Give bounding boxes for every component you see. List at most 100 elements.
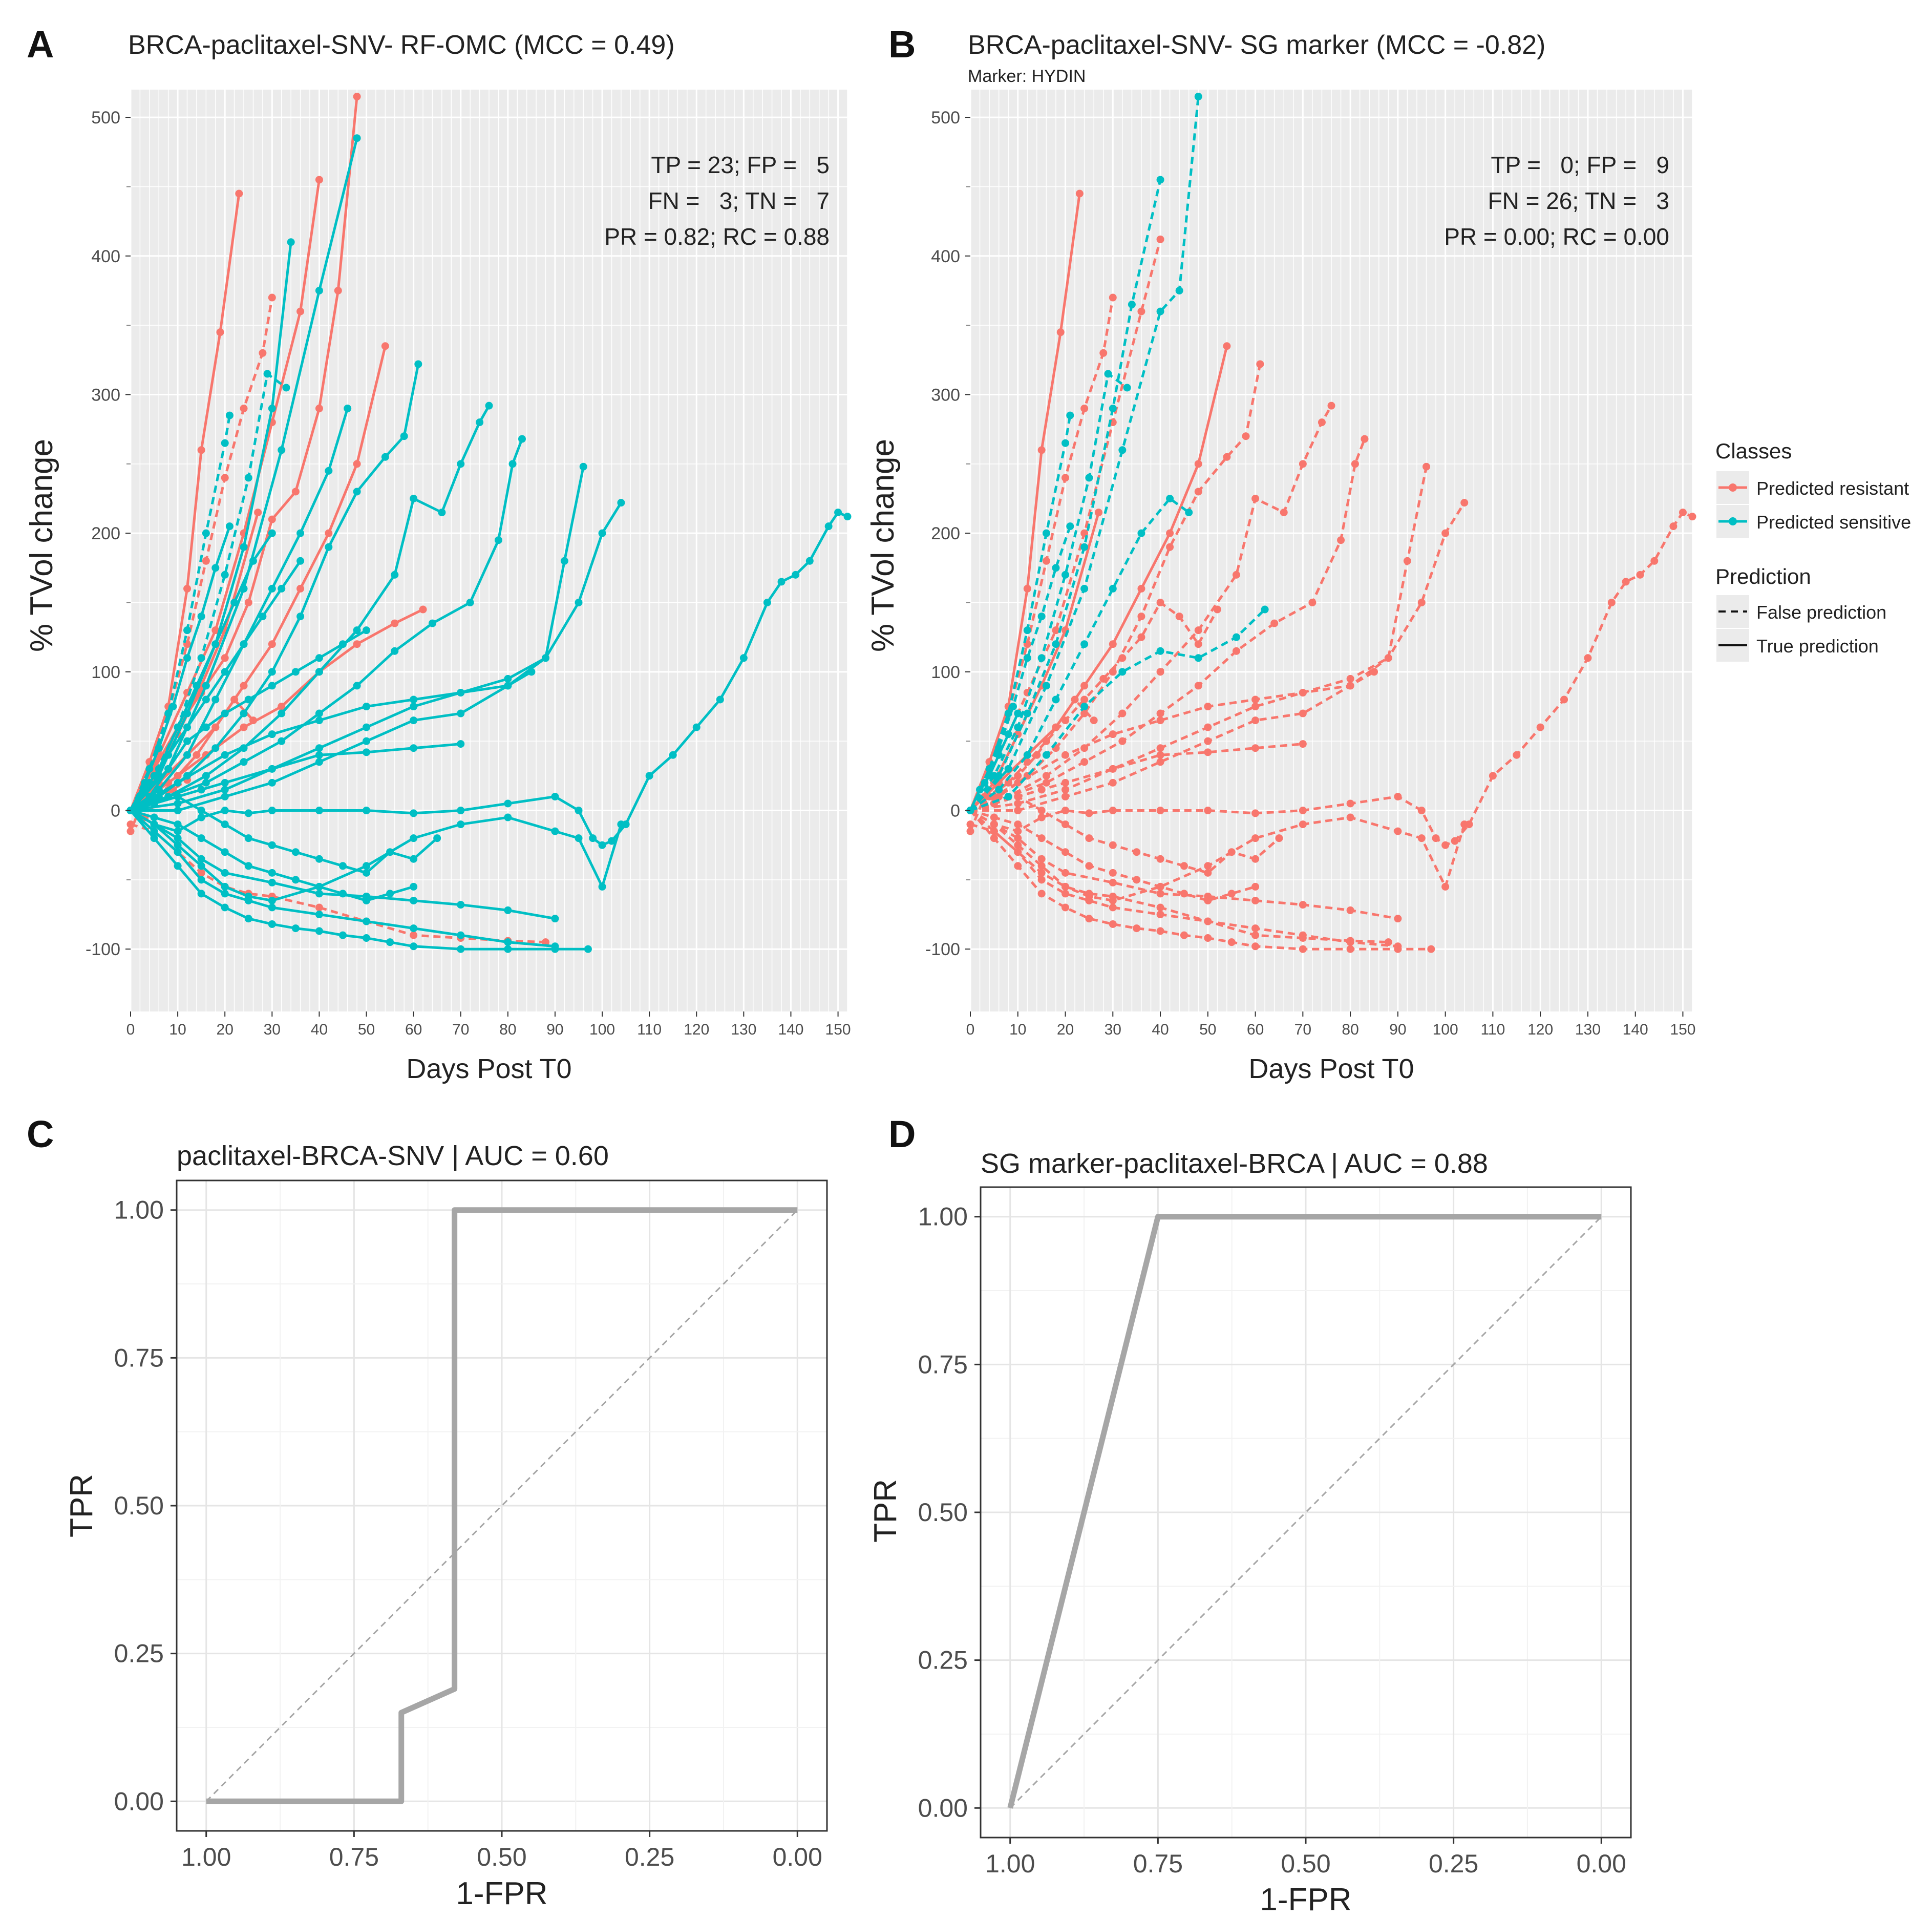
data-point-s1	[278, 446, 286, 454]
data-point-r22	[1137, 633, 1145, 641]
data-point-s2	[1156, 176, 1164, 184]
data-point-s7	[315, 668, 323, 676]
data-point-s21	[315, 882, 323, 891]
data-point-s2	[287, 238, 295, 246]
data-point-r12	[1460, 820, 1469, 829]
data-point-r8	[1118, 737, 1127, 745]
data-point-r5	[1109, 293, 1117, 302]
x-tick-label: 0	[966, 1021, 975, 1038]
data-point-r6	[353, 640, 361, 648]
y-tick-label: 0.25	[918, 1646, 968, 1675]
data-point-s14	[197, 876, 205, 884]
series-line-s1	[969, 96, 1200, 812]
data-point-r9	[1061, 786, 1070, 794]
data-point-s1	[1080, 584, 1089, 593]
data-point-r9	[315, 903, 323, 912]
gridlines-a	[130, 90, 848, 1011]
data-point-r8	[211, 723, 220, 731]
data-point-s4	[244, 474, 252, 482]
data-point-s7	[1009, 703, 1017, 711]
x-tick-label: 90	[1389, 1021, 1406, 1038]
legend-key-point-sensitive	[1729, 517, 1737, 525]
data-point-r18	[1251, 695, 1260, 704]
data-point-r3	[353, 93, 361, 101]
data-point-s11	[197, 813, 205, 821]
data-point-r1	[235, 189, 243, 198]
data-point-s11	[457, 807, 465, 815]
data-point-s3	[1042, 529, 1050, 537]
data-point-s1	[202, 682, 210, 690]
data-point-r4	[240, 405, 248, 413]
data-point-r22	[1061, 716, 1070, 725]
data-point-s13	[197, 890, 205, 898]
data-point-s18	[183, 737, 192, 745]
data-point-s3	[202, 529, 210, 537]
data-point-r22	[1099, 674, 1108, 683]
data-point-s3	[1023, 626, 1031, 635]
data-point-r6	[1256, 360, 1264, 368]
data-point-s20	[225, 522, 233, 531]
data-point-s22	[410, 695, 418, 704]
data-point-s6	[400, 432, 408, 440]
data-point-r2	[296, 307, 305, 315]
data-point-r6	[1223, 453, 1231, 461]
data-point-r20	[1109, 869, 1117, 877]
data-point-r16	[1109, 765, 1117, 773]
x-tick-label: 70	[1294, 1021, 1311, 1038]
data-point-s19	[174, 723, 182, 731]
series-line-s18	[130, 629, 367, 812]
data-point-r9	[1403, 557, 1411, 565]
ticks-b: 0 10 20 30 40 50 60 70 80 90 100 110 120 130 140 150 -10…	[925, 108, 1696, 1038]
data-point-r20	[1180, 890, 1188, 898]
data-point-r22	[1213, 605, 1221, 614]
data-point-r12	[1394, 827, 1402, 835]
data-point-r19	[1299, 934, 1307, 942]
data-point-r10	[1441, 529, 1450, 537]
data-point-r10	[1109, 778, 1117, 787]
data-point-r11	[1085, 809, 1093, 817]
data-point-s7	[391, 571, 399, 579]
data-point-r8	[1194, 682, 1202, 690]
data-point-s9	[221, 786, 229, 794]
data-point-r11	[1251, 809, 1260, 817]
data-point-r14	[1251, 924, 1260, 933]
legend-label-false: False prediction	[1756, 602, 1886, 623]
data-point-r7	[1251, 494, 1260, 502]
data-point-r4	[259, 349, 267, 357]
x-tick-label: 1.00	[985, 1849, 1035, 1878]
y-tick-label: 500	[931, 108, 960, 128]
data-point-r3	[1094, 509, 1102, 517]
stats-line-a-3: PR = 0.82; RC = 0.88	[604, 223, 830, 250]
data-point-r20	[1037, 834, 1046, 842]
y-tick-label: 0.00	[114, 1787, 164, 1816]
data-point-r7	[1118, 709, 1127, 718]
data-point-s14	[268, 903, 276, 912]
roc-layer-c	[205, 1207, 798, 1804]
data-point-r11	[1109, 807, 1117, 815]
x-axis-label-c: 1-FPR	[456, 1876, 547, 1911]
data-point-r11	[1536, 723, 1544, 731]
data-point-s5	[1023, 751, 1031, 759]
data-point-r4	[1137, 307, 1145, 315]
data-point-s17	[268, 841, 276, 849]
data-point-r14	[1156, 911, 1164, 919]
data-point-r11	[1513, 751, 1521, 759]
data-point-s4	[197, 654, 205, 662]
data-point-r20	[1227, 890, 1236, 898]
x-tick-label: 0.00	[773, 1843, 822, 1871]
data-point-r15	[1156, 890, 1164, 898]
data-point-s3	[1061, 439, 1070, 447]
data-point-s14	[551, 942, 559, 951]
data-point-s17	[150, 799, 158, 808]
data-point-s23	[164, 751, 173, 759]
data-point-s12	[617, 820, 625, 829]
data-point-s8	[466, 599, 474, 607]
data-point-s18	[363, 626, 371, 635]
data-point-r11	[1607, 599, 1616, 607]
data-point-r16	[1299, 740, 1307, 748]
data-point-s12	[363, 862, 371, 870]
x-tick-label: 40	[311, 1021, 328, 1038]
stats-line-a-2: FN = 3; TN = 7	[648, 187, 830, 214]
data-point-r11	[1061, 807, 1070, 815]
